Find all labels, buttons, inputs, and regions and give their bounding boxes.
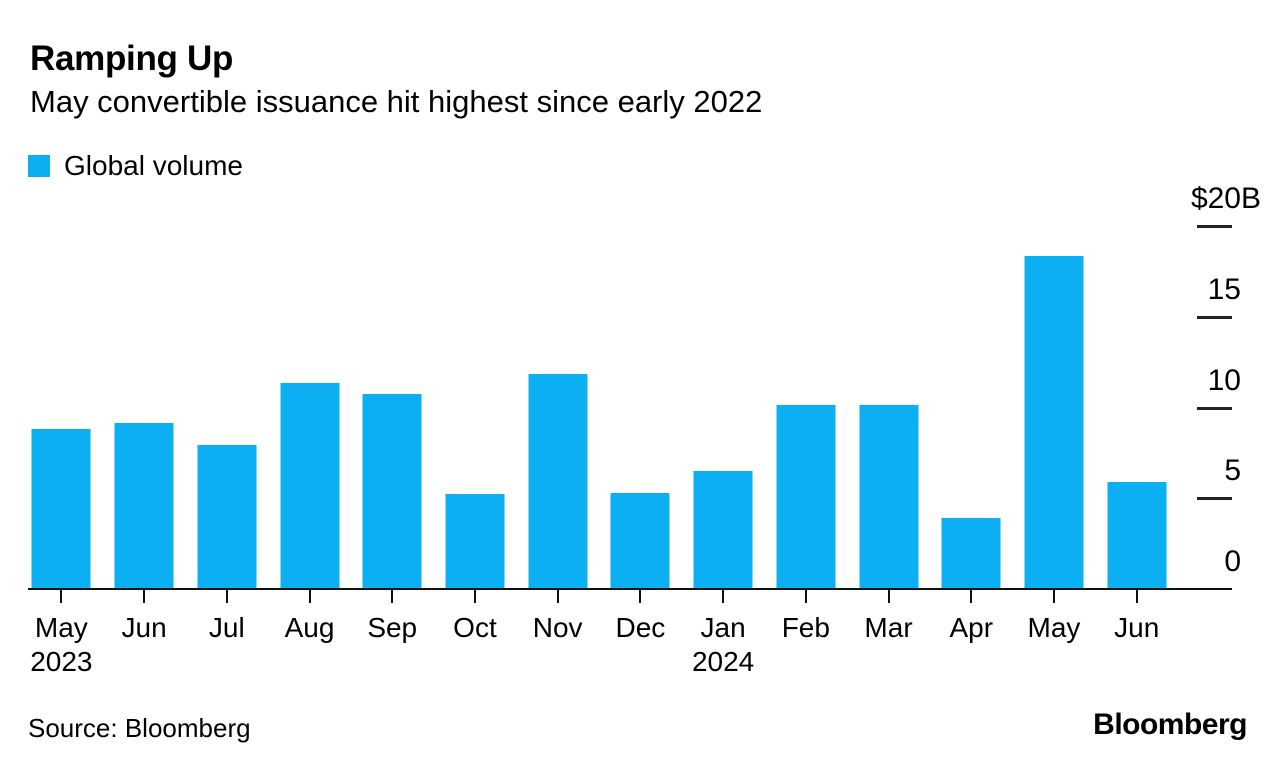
bar-slot: Dec (599, 225, 682, 643)
x-axis-label: Mar (864, 612, 913, 643)
bar-aug (280, 383, 340, 589)
legend-label: Global volume (64, 150, 243, 181)
y-axis-label: 5 (1224, 454, 1241, 487)
bar-slot: Oct (434, 225, 517, 643)
legend-swatch-icon (28, 155, 50, 177)
x-axis-label: Jul (208, 612, 245, 643)
bar-slot: Jun (1095, 225, 1178, 643)
x-axis-tick (1052, 590, 1055, 603)
bar-slot: Aug (268, 225, 351, 643)
bar-slot: May 2023 (20, 225, 103, 677)
x-axis-label: Jun (121, 612, 167, 643)
x-axis-tick (225, 590, 228, 603)
source-note: Source: Bloomberg (28, 713, 251, 743)
x-axis-tick (143, 590, 146, 603)
bar-slot: Jan 2024 (682, 225, 765, 677)
x-axis-label: Jun (1114, 612, 1160, 643)
chart-title: Ramping Up (30, 39, 234, 78)
x-axis-label: Aug (284, 612, 335, 643)
x-axis-tick (722, 590, 725, 603)
x-axis-line (28, 588, 1232, 590)
x-axis-label: May (1027, 612, 1081, 643)
bar-mar (859, 405, 919, 589)
bar-slot: May (1013, 225, 1096, 643)
x-axis-tick (308, 590, 311, 603)
x-axis-label: Feb (781, 612, 830, 643)
bar-may (1024, 255, 1084, 589)
y-axis-tick (1197, 407, 1232, 410)
x-axis-label: Nov (532, 612, 583, 643)
bar-jul (197, 445, 257, 589)
y-axis-label: 15 (1207, 273, 1241, 306)
y-axis-tick (1197, 497, 1232, 500)
bar-slot: Apr (930, 225, 1013, 643)
x-axis-tick (391, 590, 394, 603)
x-axis-tick (970, 590, 973, 603)
x-axis-tick (804, 590, 807, 603)
bar-slot: Jul (185, 225, 268, 643)
bar-nov (528, 374, 588, 589)
x-axis-year-label: 2023 (30, 646, 93, 677)
bar-dec (610, 492, 670, 589)
x-axis-label: Dec (615, 612, 666, 643)
x-axis-tick (60, 590, 63, 603)
x-axis-tick (556, 590, 559, 603)
bloomberg-logo: Bloomberg (1093, 708, 1247, 741)
bar-slot: Sep (351, 225, 434, 643)
bar-sep (362, 394, 422, 589)
y-axis-label: 0 (1224, 545, 1241, 578)
bar-feb (776, 405, 836, 589)
bar-may-2023 (31, 428, 91, 589)
bar-jan-2024 (693, 470, 753, 589)
y-axis-tick (1197, 225, 1232, 228)
x-axis-year-label: 2024 (691, 646, 755, 677)
bar-jun (1107, 481, 1167, 589)
x-axis-label: Sep (367, 612, 418, 643)
bar-slot: Feb (764, 225, 847, 643)
y-axis-tick (1197, 316, 1232, 319)
chart-subtitle: May convertible issuance hit highest sin… (30, 84, 763, 119)
x-axis-label: Apr (949, 612, 994, 643)
x-axis-tick (1135, 590, 1138, 603)
x-axis-tick (473, 590, 476, 603)
legend: Global volume (28, 150, 243, 182)
bar-jun (114, 423, 174, 589)
y-axis-label: $20 B (1190, 182, 1262, 215)
y-axis-unit-suffix: B (1241, 182, 1262, 215)
plot-area: May 2023 Jun Jul Aug Sep Oct Nov Dec Jan 2024 Feb Ma… (20, 225, 1178, 677)
x-axis-tick (639, 590, 642, 603)
y-axis-label: 10 (1207, 364, 1241, 397)
x-axis-label: Oct (453, 612, 497, 643)
x-axis-tick (887, 590, 890, 603)
bar-apr (941, 518, 1001, 589)
bar-slot: Jun (103, 225, 186, 643)
x-axis-label: Jan 2024 (670, 612, 777, 678)
bar-oct (445, 494, 505, 589)
bar-slot: Nov (516, 225, 599, 643)
bar-slot: Mar (847, 225, 930, 643)
x-axis-label: May 2023 (8, 612, 115, 678)
